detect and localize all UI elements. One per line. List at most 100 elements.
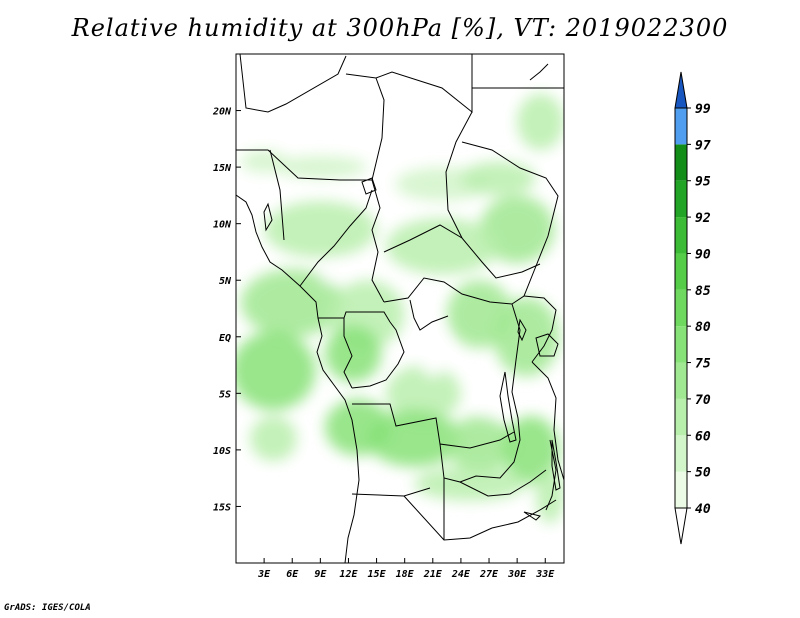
lake-kariba [523,511,541,521]
border-chad-north [345,54,473,114]
border-congo-drc [351,321,405,389]
humidity-patch [250,415,297,462]
lake-volta [263,202,273,232]
colorbar-label: 95 [695,175,711,190]
humidity-gap [320,265,349,284]
lake-malawi [551,439,561,491]
border-congo [343,318,353,389]
border-car-north [383,224,541,279]
border-car-drc [383,277,513,305]
border-namibia [403,495,493,541]
humidity-patch [414,466,527,501]
colorbar-label: 85 [695,284,711,299]
colorbar-label: 50 [695,466,711,481]
border-malawi [545,439,557,511]
colorbar-label: 60 [695,429,711,444]
colorbar-segment [675,326,687,363]
border-niger-nigeria [236,149,372,181]
colorbar-segment [675,144,687,181]
lat-tick-label: EQ [219,333,231,344]
chart-title: Relative humidity at 300hPa [%], VT: 201… [71,14,729,42]
border-cameroon-south [318,311,391,323]
humidity-patch [236,331,316,411]
humidity-gap [418,319,447,377]
humidity-patch [385,218,499,275]
lon-tick-label: 21E [423,569,443,580]
colorbar-segment [675,471,687,508]
lon-tick-label: 6E [286,569,299,580]
humidity-patch [479,195,555,264]
colorbar-label: 70 [695,393,711,408]
border-uganda-kenya [523,295,557,363]
congo-river-segment [409,299,449,331]
lon-tick-label: 33E [535,569,555,580]
humidity-patch [446,415,513,473]
colorbar-segment [675,217,687,254]
colorbar-label: 80 [695,320,711,335]
map-frame [235,53,565,564]
lon-tick-label: 18E [396,569,415,580]
lake-tanganyika [499,371,517,443]
grads-credit: GrADS: IGES/COLA [4,603,91,613]
border-north-west [239,54,347,113]
lat-tick-label: 10N [213,220,232,231]
humidity-patch [503,415,560,484]
humidity-patch [517,93,564,151]
lon-tick-label: 3E [257,569,271,580]
country-borders [236,54,564,563]
border-chad-sudan [445,111,473,239]
lon-tick-label: 24E [451,569,471,580]
humidity-patch [367,410,461,467]
colorbar-segment [675,362,687,399]
colorbar-under-arrow [674,507,688,545]
border-chad-car [371,179,385,303]
colorbar-label: 99 [695,102,711,117]
lon-tick-label: 30E [507,569,527,580]
colorbar-segment [675,289,687,327]
lake-victoria [535,333,559,357]
humidity-patch [385,365,461,422]
lat-tick-label: 15S [213,502,231,513]
lat-tick-label: 20N [212,107,232,118]
colorbar-over-arrow [674,71,688,109]
longitude-axis: 3E 6E 9E 12E 15E 18E 21E 24E 27E 30E 33E [257,558,555,580]
border-drc-east [459,303,521,483]
lon-tick-label: 27E [479,569,499,580]
humidity-shading [236,93,564,524]
colorbar-label: 97 [695,138,711,153]
humidity-gap [482,391,505,419]
lon-tick-label: 15E [368,569,387,580]
humidity-patch [264,201,377,258]
colorbar-label: 40 [695,502,711,517]
lon-tick-label: 12E [339,569,358,580]
colorbar-segment [675,398,687,436]
arabia-coast [529,63,549,81]
map-panel: 20N 15N 10N 5N EQ 5S 10S 15S 3E 6E 9E 12E 15E 18E 21E… [212,53,565,580]
colorbar: 40 50 60 70 75 80 85 90 92 95 97 99 [674,71,711,545]
lake-albert [517,318,527,342]
colorbar-segment [675,108,687,145]
colorbar-label: 90 [695,247,711,262]
humidity-patch [535,466,564,524]
colorbar-label: 75 [695,357,711,372]
border-tanzania [531,361,564,481]
border-chad-west [371,77,385,181]
humidity-patch [460,161,536,196]
lat-tick-label: 15N [213,163,232,174]
colorbar-label: 92 [695,211,711,226]
colorbar-segment [675,253,687,290]
lat-tick-label: 10S [213,446,231,457]
latitude-axis: 20N 15N 10N 5N EQ 5S 10S 15S [212,107,241,513]
lake-chad [361,177,377,195]
border-drc-angola [352,403,515,449]
border-cameroon-nigeria [299,189,373,287]
humidity-patch [325,325,382,383]
border-benin [269,149,285,241]
colorbar-segment [675,435,687,472]
colorbar-frame [674,107,688,509]
lat-tick-label: 5S [219,389,231,400]
humidity-patch [273,155,368,179]
lon-tick-label: 9E [314,569,327,580]
coastline [236,194,360,563]
